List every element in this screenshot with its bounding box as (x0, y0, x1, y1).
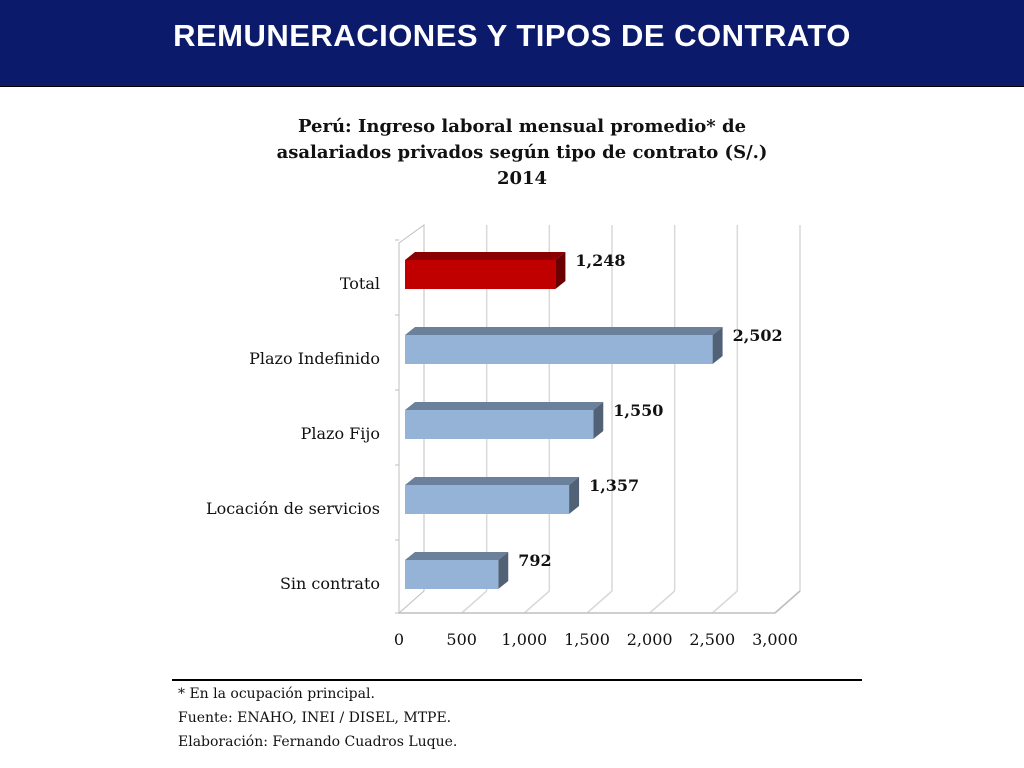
x-tick-label: 2,000 (627, 630, 673, 649)
gridline-floor (649, 590, 676, 614)
bar (405, 335, 713, 364)
footnote-divider (172, 679, 862, 681)
footnote-source: Fuente: ENAHO, INEI / DISEL, MTPE. (178, 710, 452, 726)
slide-title: REMUNERACIONES Y TIPOS DE CONTRATO (173, 18, 851, 53)
bar (405, 560, 499, 589)
x-tick-label: 2,500 (689, 630, 735, 649)
bar-side-face (712, 327, 723, 364)
bar (405, 410, 594, 439)
category-label: Plazo Fijo (301, 424, 380, 443)
bar-top-face (405, 327, 723, 335)
gridline-floor (461, 590, 488, 614)
bar (405, 260, 556, 289)
bar-side-face (593, 402, 604, 439)
data-label: 1,357 (589, 476, 639, 495)
chart-title-line-1: Perú: Ingreso laboral mensual promedio* … (297, 116, 747, 137)
gridline-floor (586, 590, 613, 614)
chart-title: Perú: Ingreso laboral mensual promedio* … (250, 114, 794, 192)
bar-top-face (405, 252, 566, 260)
x-tick-label: 1,500 (564, 630, 610, 649)
category-label: Total (340, 274, 380, 293)
bar-top-face (405, 402, 604, 410)
bar-top-face (405, 552, 509, 560)
gridline-floor (711, 590, 738, 614)
bar-top-face (405, 477, 580, 485)
gridline-floor (523, 590, 550, 614)
bar (405, 485, 570, 514)
x-tick-label: 3,000 (752, 630, 798, 649)
x-tick-label: 0 (394, 630, 404, 649)
bar-side-face (498, 552, 509, 589)
category-label: Sin contrato (280, 574, 380, 593)
x-tick-label: 500 (446, 630, 477, 649)
title-banner: REMUNERACIONES Y TIPOS DE CONTRATO (0, 0, 1024, 87)
x-tick-label: 1,000 (501, 630, 547, 649)
floor-edge (774, 590, 801, 614)
footnotes: * En la ocupación principal. Fuente: ENA… (178, 682, 457, 754)
chart-title-line-2: asalariados privados según tipo de contr… (276, 142, 768, 163)
data-label: 1,550 (613, 401, 663, 420)
footnote-note: * En la ocupación principal. (178, 686, 375, 702)
data-label: 2,502 (733, 326, 783, 345)
category-label: Plazo Indefinido (249, 349, 380, 368)
chart-title-line-3: 2014 (496, 168, 548, 189)
bar-side-face (569, 477, 580, 514)
category-label: Locación de servicios (206, 499, 380, 518)
footnote-author: Elaboración: Fernando Cuadros Luque. (178, 734, 458, 750)
data-label: 792 (518, 551, 551, 570)
bar-side-face (555, 252, 566, 289)
data-label: 1,248 (575, 251, 625, 270)
